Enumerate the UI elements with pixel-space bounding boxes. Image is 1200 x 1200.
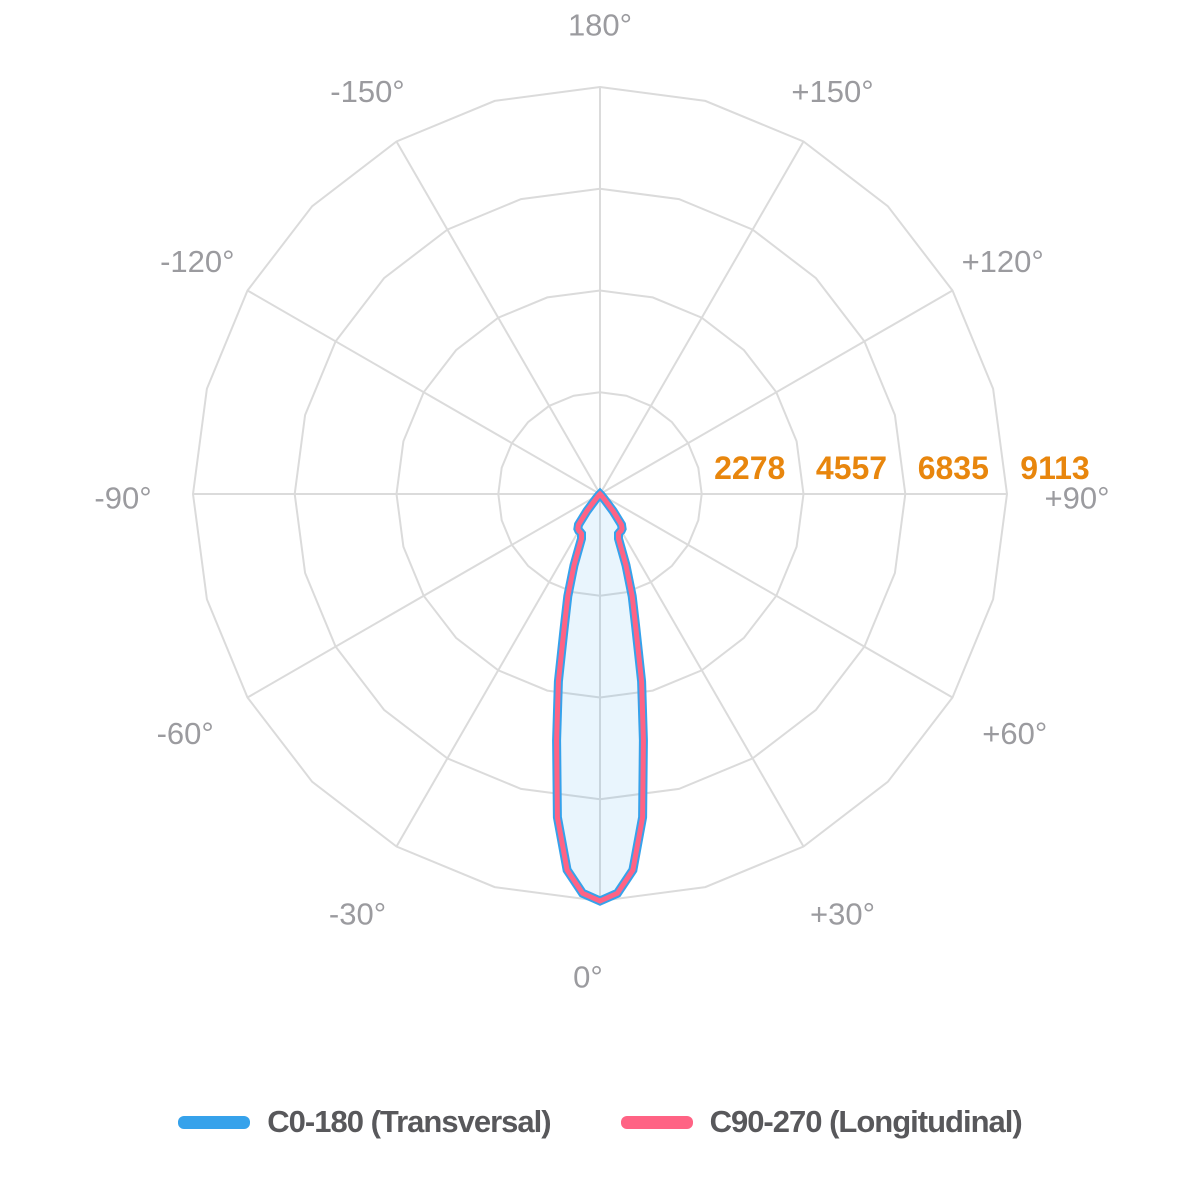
grid-spoke	[395, 141, 601, 495]
radial-tick-label: 4557	[816, 450, 887, 486]
angle-label: -60°	[157, 716, 214, 751]
radial-tick-label: 2278	[714, 450, 785, 486]
legend-swatch-c0-180-icon	[178, 1115, 251, 1129]
grid-spoke	[247, 493, 601, 699]
beam-fill	[556, 494, 644, 901]
angle-label: +150°	[791, 74, 873, 109]
grid-spoke	[599, 289, 953, 495]
angle-label: -120°	[160, 244, 234, 279]
grid-spoke	[599, 493, 953, 699]
angle-label: +60°	[982, 716, 1047, 751]
legend: C0-180 (Transversal) C90-270 (Longitudin…	[0, 1100, 1200, 1144]
angle-label: +30°	[810, 897, 875, 932]
angle-label: -150°	[330, 74, 404, 109]
grid-spoke	[247, 289, 601, 495]
legend-swatch-c90-270-icon	[620, 1115, 693, 1129]
radial-tick-label: 9113	[1020, 450, 1089, 486]
grid-spoke	[395, 493, 601, 847]
legend-item-c0-180[interactable]: C0-180 (Transversal)	[178, 1104, 552, 1140]
legend-label-c90-270: C90-270 (Longitudinal)	[709, 1104, 1023, 1139]
legend-item-c90-270[interactable]: C90-270 (Longitudinal)	[620, 1104, 1023, 1140]
angle-label: -90°	[94, 481, 151, 516]
legend-label-c0-180: C0-180 (Transversal)	[267, 1104, 551, 1139]
angle-label: 180°	[568, 8, 632, 43]
series-c90-270	[554, 490, 646, 904]
angle-label: -30°	[329, 897, 386, 932]
grid-spoke	[599, 141, 805, 495]
angle-label: 0°	[573, 960, 603, 995]
angle-label: +120°	[962, 244, 1044, 279]
angle-label: +90°	[1045, 481, 1110, 516]
radial-tick-label: 6835	[918, 450, 989, 486]
grid-spoke	[599, 493, 805, 847]
